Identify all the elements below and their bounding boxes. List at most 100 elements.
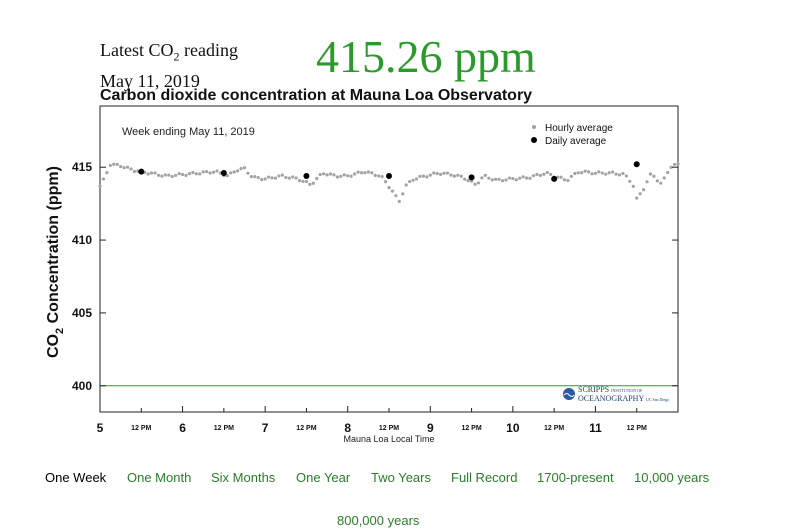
nav-six-months[interactable]: Six Months: [211, 470, 276, 485]
hourly-point: [573, 171, 577, 176]
hourly-point: [377, 174, 381, 178]
hourly-point: [659, 181, 663, 185]
hourly-point: [631, 184, 635, 188]
hourly-point: [511, 177, 515, 181]
hourly-point: [666, 170, 670, 175]
hourly-point: [273, 176, 278, 180]
hourly-point: [260, 177, 264, 182]
hourly-point: [153, 171, 157, 175]
y-tick-label: 400: [72, 379, 92, 393]
hourly-point: [507, 176, 512, 180]
hourly-point: [514, 178, 518, 182]
hourly-point: [280, 173, 284, 177]
nav-one-month[interactable]: One Month: [127, 470, 192, 485]
hourly-point: [352, 172, 357, 176]
hourly-point: [284, 175, 288, 180]
hourly-point: [655, 179, 659, 183]
hourly-point: [387, 186, 391, 190]
x-tick-label: 12 PM: [461, 425, 481, 432]
hourly-point: [311, 181, 315, 185]
hourly-point: [108, 163, 112, 168]
hourly-point: [669, 165, 673, 169]
latest-title-suffix: reading: [179, 40, 238, 60]
hourly-point: [641, 188, 646, 192]
hourly-point: [297, 178, 302, 183]
x-tick-label: 8: [344, 421, 351, 435]
hourly-point: [394, 194, 398, 198]
x-tick-label: 12 PM: [627, 425, 647, 432]
daily-point: [303, 172, 310, 179]
hourly-point: [538, 173, 542, 177]
y-tick-label: 405: [72, 306, 92, 320]
legend: Hourly average Daily average: [531, 123, 613, 147]
scripps-logo-line2: OCEANOGRAPHY UC San Diego: [578, 394, 669, 403]
nav-full-record[interactable]: Full Record: [451, 470, 518, 485]
logo-line2-small: UC San Diego: [646, 397, 669, 402]
hourly-point: [256, 176, 260, 180]
hourly-point: [349, 174, 353, 178]
hourly-point: [150, 171, 154, 175]
hourly-point: [346, 174, 350, 178]
nav-two-years[interactable]: Two Years: [371, 470, 431, 485]
hourly-point: [266, 175, 271, 179]
hourly-point: [500, 179, 505, 183]
hourly-point: [156, 173, 161, 177]
daily-points: [138, 161, 640, 182]
hourly-point: [404, 183, 408, 187]
hourly-point: [356, 170, 360, 174]
x-axis-label: Mauna Loa Local Time: [343, 434, 434, 444]
x-tick-label: 5: [97, 421, 104, 435]
hourly-point: [645, 180, 649, 184]
latest-reading-date: May 11, 2019: [100, 70, 200, 91]
hourly-point: [518, 176, 522, 180]
hourly-point: [476, 181, 481, 185]
daily-point: [220, 170, 227, 177]
daily-point: [633, 161, 640, 168]
y-axis-label: CO2 Concentration (ppm): [45, 166, 66, 358]
hourly-point: [576, 171, 580, 175]
hourly-point: [115, 162, 119, 166]
hourly-point: [370, 171, 374, 175]
hourly-point: [421, 174, 426, 178]
daily-point: [138, 168, 145, 175]
y-label-suffix: Concentration (ppm): [45, 166, 62, 328]
latest-reading-value: 415.26 ppm: [316, 31, 536, 82]
nav-one-week[interactable]: One Week: [45, 470, 107, 485]
hourly-point: [531, 174, 536, 178]
nav-1700-present[interactable]: 1700-present: [537, 470, 614, 485]
y-label-prefix: CO: [45, 334, 62, 358]
hourly-point: [229, 171, 233, 175]
nav-10000-years[interactable]: 10,000 years: [634, 470, 710, 485]
hourly-point: [428, 173, 432, 177]
hourly-point: [380, 175, 384, 179]
hourly-point: [569, 174, 573, 179]
hourly-point: [607, 171, 611, 175]
x-tick-label: 7: [262, 421, 269, 435]
x-tick-label: 6: [179, 421, 186, 435]
hourly-point: [184, 173, 188, 177]
hourly-point: [308, 182, 312, 186]
hourly-point: [662, 176, 666, 180]
hourly-point: [590, 172, 594, 176]
hourly-point: [469, 179, 474, 183]
nav-800000-years[interactable]: 800,000 years: [337, 513, 420, 528]
hourly-point: [459, 174, 463, 178]
hourly-point: [549, 172, 553, 176]
hourly-point: [504, 178, 508, 182]
hourly-point: [466, 178, 470, 183]
hourly-point: [535, 172, 539, 177]
hourly-point: [332, 173, 336, 177]
hourly-point: [418, 174, 422, 179]
y-axis: 400 405 410 415: [72, 160, 678, 393]
hourly-point: [236, 169, 240, 173]
hourly-point: [101, 177, 106, 181]
hourly-point: [263, 177, 267, 181]
nav-one-year[interactable]: One Year: [296, 470, 351, 485]
hourly-point: [366, 170, 370, 174]
x-tick-label: 10: [506, 421, 520, 435]
hourly-point: [335, 175, 339, 179]
y-tick-label: 415: [72, 160, 92, 174]
hourly-point: [239, 167, 243, 171]
hourly-point: [294, 176, 298, 180]
scripps-logo-wave: [563, 393, 575, 397]
